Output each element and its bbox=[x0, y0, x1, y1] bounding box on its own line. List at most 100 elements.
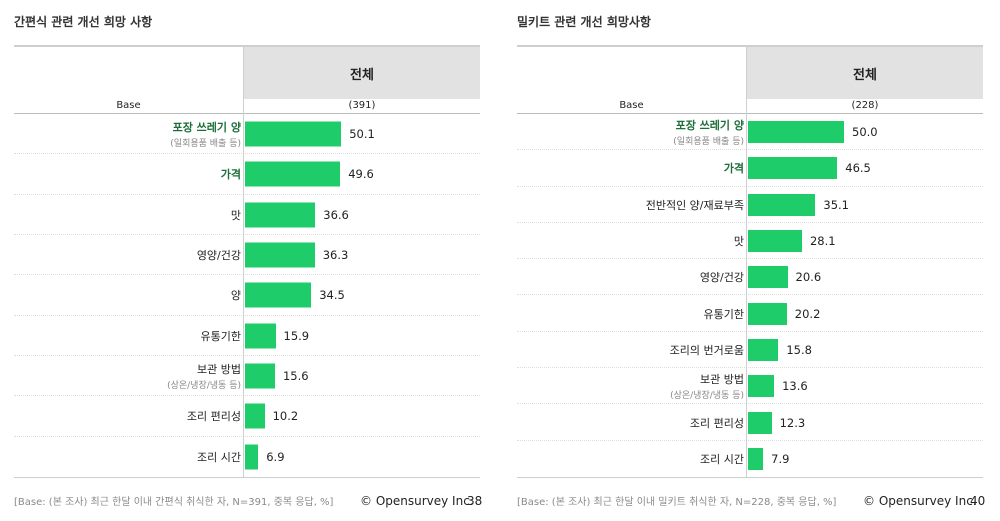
category-name: 맛 bbox=[733, 235, 744, 249]
row-separator bbox=[14, 193, 480, 195]
bar-value-label: 6.9 bbox=[266, 449, 285, 464]
bar-row: 양 34.5 bbox=[14, 275, 480, 316]
category-label: 전반적인 양/재료부족 bbox=[646, 197, 744, 213]
row-separator bbox=[517, 439, 983, 441]
row-separator bbox=[14, 395, 480, 397]
bar bbox=[748, 193, 816, 216]
copyright: © Opensurvey Inc. bbox=[360, 494, 474, 508]
category-name: 조리 시간 bbox=[197, 450, 241, 464]
chart-title: 간편식 관련 개선 희망 사항 bbox=[14, 15, 153, 29]
bar-value-label: 13.6 bbox=[782, 379, 808, 394]
category-name: 조리의 번거로움 bbox=[669, 343, 744, 357]
category-label: 영양/건강 bbox=[700, 269, 744, 285]
base-rule bbox=[14, 113, 480, 114]
top-rule bbox=[517, 45, 983, 47]
bar bbox=[245, 121, 342, 147]
bar bbox=[748, 157, 838, 180]
footnote: [Base: (본 조사) 최근 한달 이내 밀키트 취식한 자, N=228,… bbox=[517, 497, 837, 508]
category-label: 조리 편리성 bbox=[187, 408, 241, 424]
category-label: 조리 시간 bbox=[197, 449, 241, 465]
category-label: 가격 bbox=[221, 166, 241, 182]
bottom-rule bbox=[14, 477, 480, 478]
bar-row: 조리의 번거로움 15.8 bbox=[517, 332, 983, 369]
bottom-rule bbox=[517, 477, 983, 478]
row-separator bbox=[14, 435, 480, 437]
category-label: 조리 편리성 bbox=[690, 415, 744, 431]
bar-value-label: 36.3 bbox=[322, 248, 349, 263]
category-label: 포장 쓰레기 양 (일회용품 배출 등) bbox=[170, 119, 241, 149]
bar bbox=[245, 202, 316, 228]
category-name: 가격 bbox=[220, 168, 241, 182]
bar-row: 조리 편리성 12.3 bbox=[517, 404, 983, 441]
bar-row: 조리 시간 7.9 bbox=[517, 441, 983, 477]
row-separator bbox=[14, 233, 480, 235]
bar-value-label: 15.9 bbox=[283, 328, 310, 343]
base-value: (391) bbox=[348, 100, 376, 111]
category-sublabel: (일회용품 배출 등) bbox=[673, 137, 744, 148]
bar bbox=[748, 121, 844, 144]
category-label: 양 bbox=[231, 287, 241, 303]
bar-value-label: 36.6 bbox=[323, 207, 349, 222]
footnote: [Base: (본 조사) 최근 한달 이내 간편식 취식한 자, N=391,… bbox=[14, 497, 334, 508]
row-separator bbox=[517, 367, 983, 369]
bar-value-label: 12.3 bbox=[779, 415, 806, 430]
category-name: 보관 방법 bbox=[700, 373, 744, 387]
column-header: 전체 bbox=[747, 47, 983, 99]
bar bbox=[245, 161, 341, 187]
row-separator bbox=[14, 153, 480, 155]
row-separator bbox=[517, 294, 983, 296]
category-label: 유통기한 bbox=[704, 306, 744, 322]
category-name: 맛 bbox=[230, 208, 241, 222]
bar-row: 가격 49.6 bbox=[14, 154, 480, 195]
bar-value-label: 46.5 bbox=[845, 161, 871, 176]
bar bbox=[748, 230, 802, 253]
row-separator bbox=[14, 354, 480, 356]
bar-value-label: 49.6 bbox=[348, 167, 374, 182]
row-separator bbox=[14, 274, 480, 276]
row-separator bbox=[517, 185, 983, 187]
category-label: 유통기한 bbox=[201, 328, 241, 344]
chart-title: 밀키트 관련 개선 희망사항 bbox=[517, 15, 651, 29]
bar-row: 유통기한 20.2 bbox=[517, 296, 983, 332]
row-separator bbox=[517, 221, 983, 223]
bar-row: 맛 28.1 bbox=[517, 223, 983, 260]
bar bbox=[245, 242, 315, 268]
bar bbox=[245, 282, 312, 308]
column-header: 전체 bbox=[244, 47, 480, 99]
category-name: 전반적인 양/재료부족 bbox=[645, 198, 744, 212]
base-value: (228) bbox=[851, 100, 879, 111]
chart-panel-meal-kit: 밀키트 관련 개선 희망사항 전체 Base (228) 포장 쓰레기 양 (일회… bbox=[517, 0, 987, 521]
bar-row: 조리 시간 6.9 bbox=[14, 437, 480, 477]
bar bbox=[245, 363, 275, 389]
category-name: 포장 쓰레기 양 bbox=[675, 119, 744, 133]
page-number: 40 bbox=[970, 494, 986, 508]
category-label: 가격 bbox=[724, 160, 744, 176]
category-name: 조리 편리성 bbox=[689, 416, 744, 430]
category-name: 보관 방법 bbox=[197, 363, 241, 377]
row-separator bbox=[517, 149, 983, 151]
category-name: 영양/건강 bbox=[196, 249, 241, 263]
bar-value-label: 50.1 bbox=[349, 127, 375, 142]
bar-row: 맛 36.6 bbox=[14, 195, 480, 235]
bar bbox=[748, 411, 772, 434]
base-row: Base (228) bbox=[517, 99, 983, 113]
category-label: 보관 방법 (상온/냉장/냉동 등) bbox=[670, 371, 744, 401]
column-divider bbox=[243, 47, 244, 477]
category-label: 조리 시간 bbox=[700, 451, 744, 467]
base-label: Base bbox=[619, 100, 644, 111]
bar-row: 포장 쓰레기 양 (일회용품 배출 등) 50.1 bbox=[14, 114, 480, 155]
bar bbox=[245, 403, 265, 429]
category-name: 가격 bbox=[723, 162, 744, 176]
category-sublabel: (일회용품 배출 등) bbox=[170, 139, 241, 150]
bar-row: 전반적인 양/재료부족 35.1 bbox=[517, 187, 983, 223]
bar-row: 포장 쓰레기 양 (일회용품 배출 등) 50.0 bbox=[517, 114, 983, 151]
bar bbox=[748, 266, 788, 289]
bar-value-label: 15.8 bbox=[786, 342, 812, 357]
category-label: 영양/건강 bbox=[197, 247, 241, 263]
bar bbox=[245, 444, 259, 470]
bar-row: 보관 방법 (상온/냉장/냉동 등) 13.6 bbox=[517, 368, 983, 405]
category-name: 조리 시간 bbox=[700, 452, 744, 466]
bar-row: 가격 46.5 bbox=[517, 150, 983, 187]
bar-value-label: 34.5 bbox=[319, 288, 345, 303]
category-name: 조리 편리성 bbox=[186, 410, 241, 424]
